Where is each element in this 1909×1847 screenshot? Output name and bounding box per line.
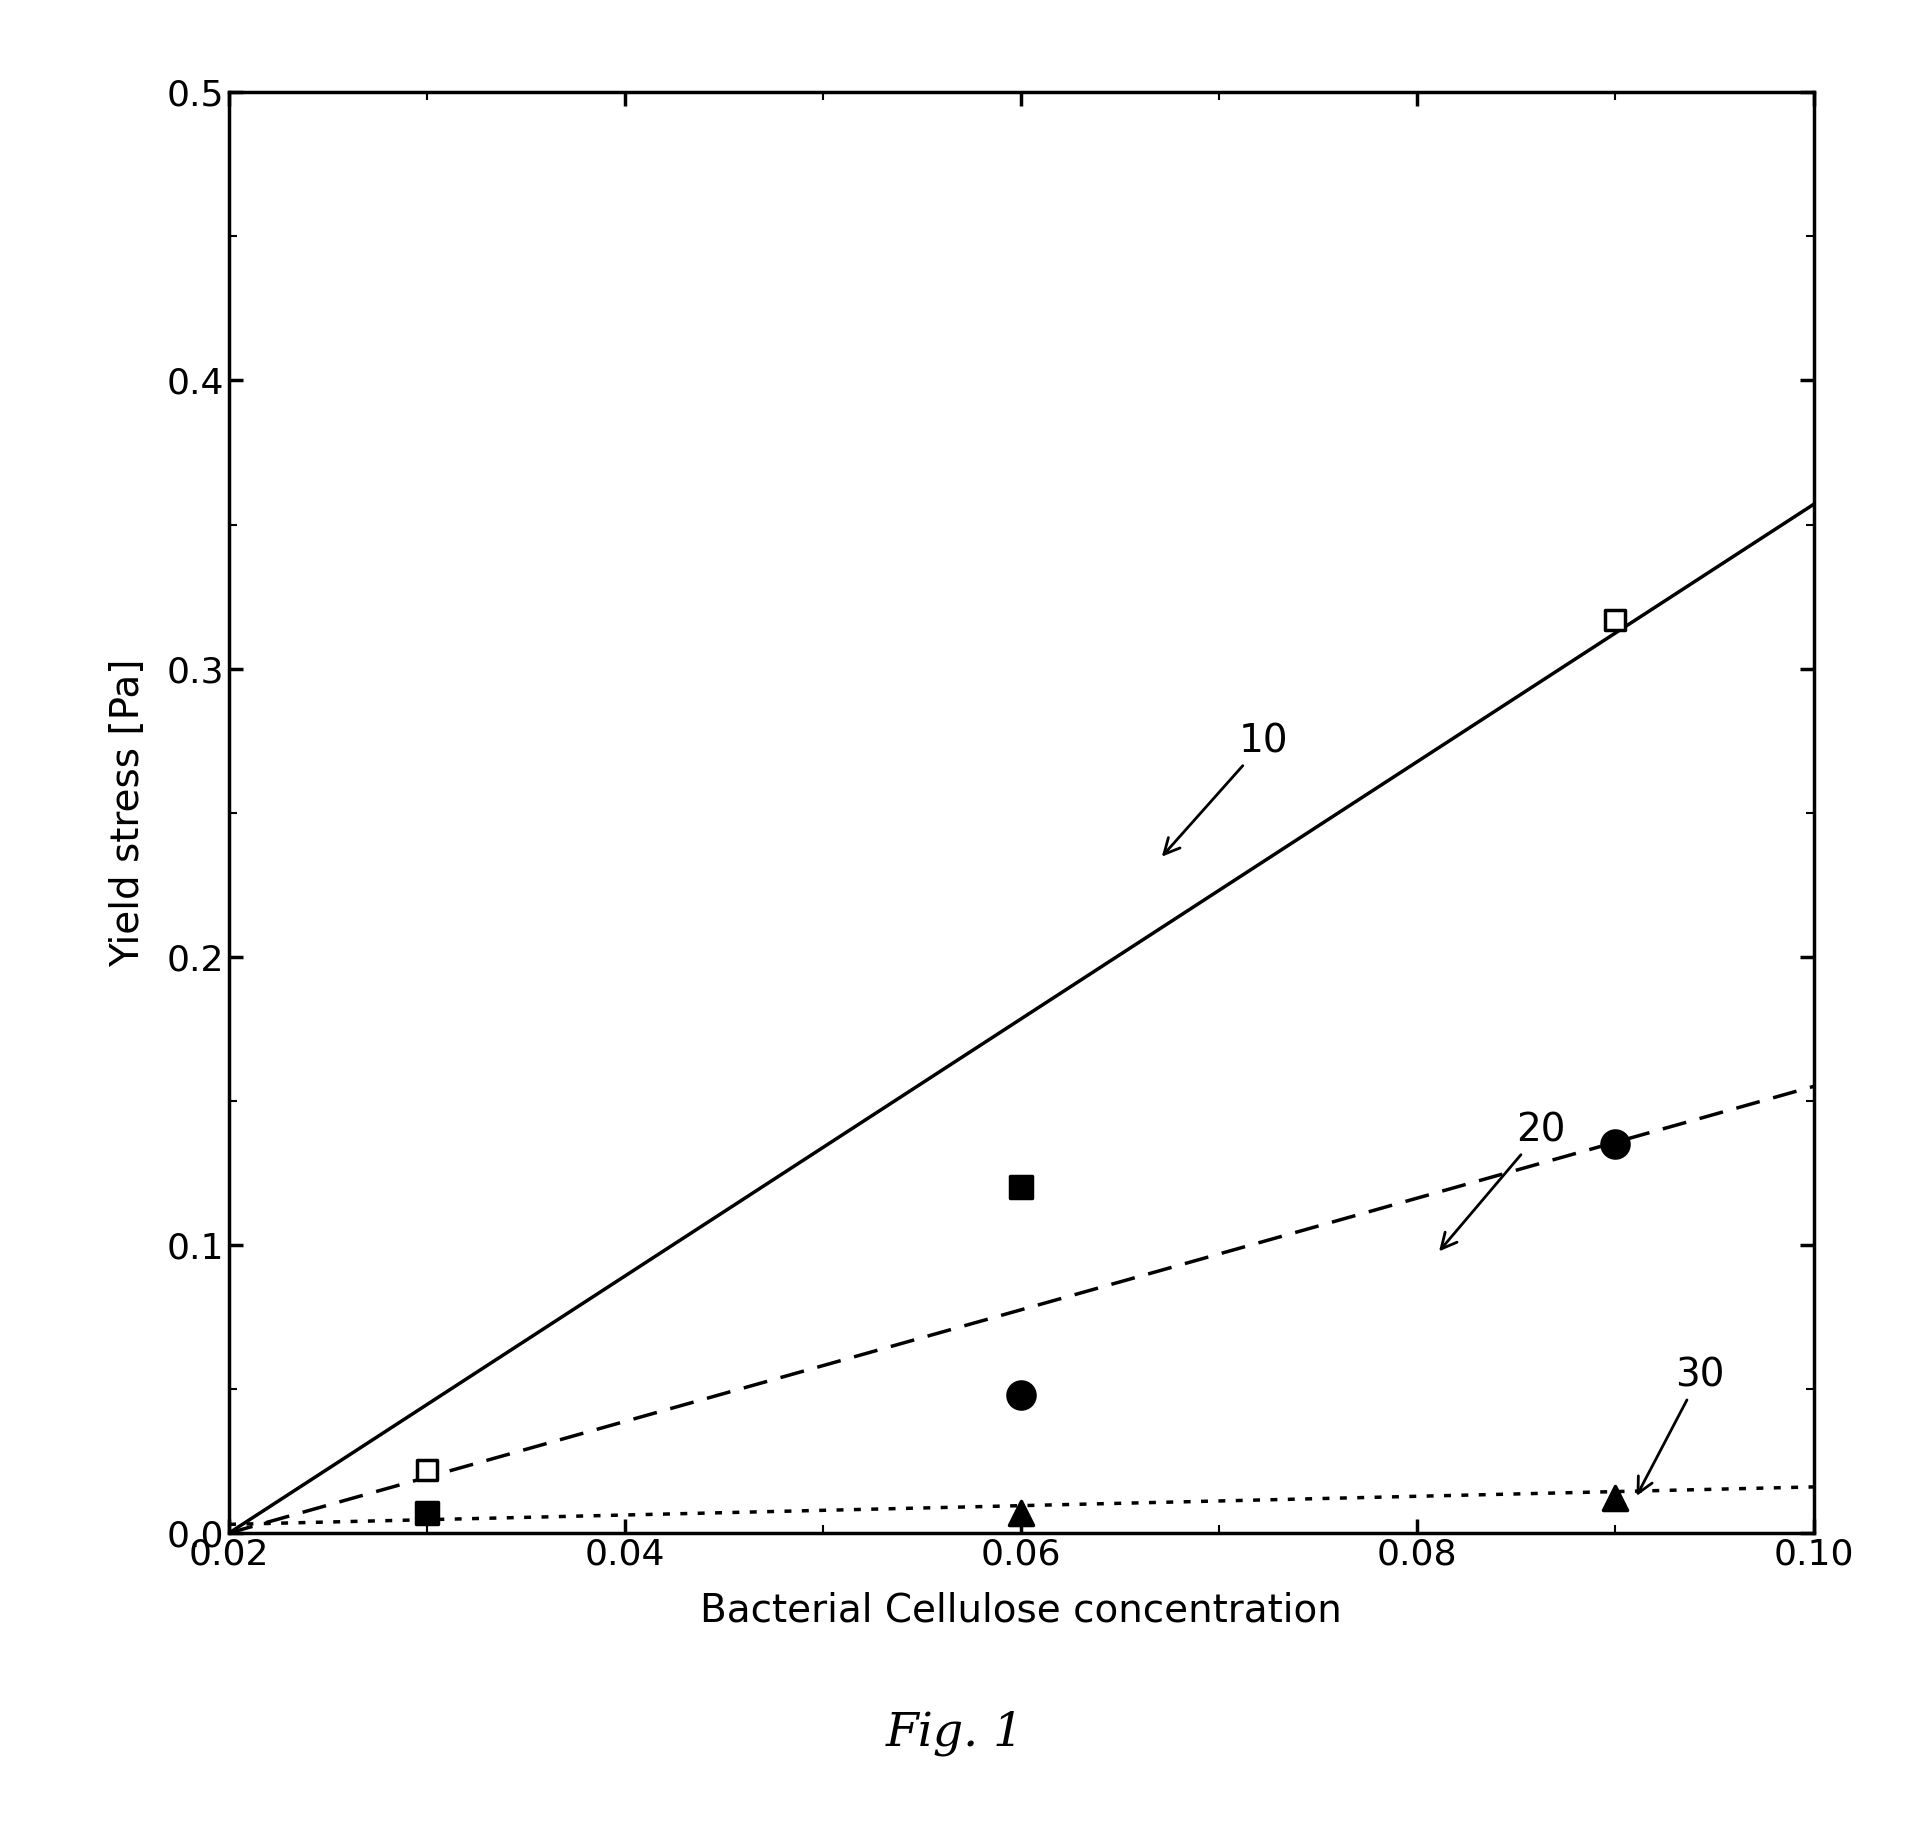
X-axis label: Bacterial Cellulose concentration: Bacterial Cellulose concentration	[701, 1592, 1342, 1629]
Y-axis label: Yield stress [Pa]: Yield stress [Pa]	[109, 658, 147, 968]
Point	[1006, 1380, 1037, 1409]
Point	[1600, 1129, 1630, 1158]
Point	[412, 1498, 443, 1527]
Point	[1006, 1173, 1037, 1202]
Text: 10: 10	[1164, 722, 1289, 855]
Point	[412, 1455, 443, 1485]
Point	[1600, 1483, 1630, 1513]
Point	[1600, 604, 1630, 634]
Text: 20: 20	[1441, 1112, 1565, 1249]
Point	[1006, 1498, 1037, 1527]
Text: Fig. 1: Fig. 1	[886, 1710, 1023, 1756]
Text: 30: 30	[1638, 1358, 1724, 1492]
